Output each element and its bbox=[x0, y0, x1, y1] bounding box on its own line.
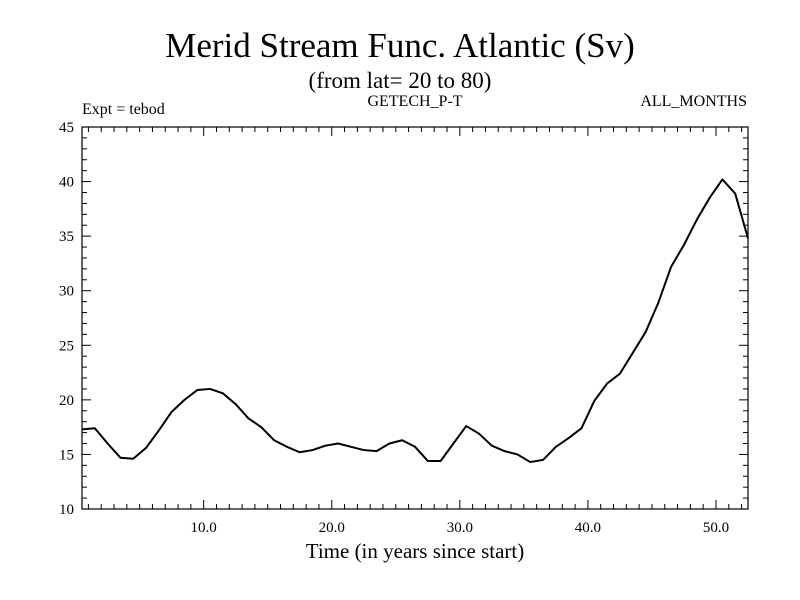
y-tick-label: 15 bbox=[59, 447, 74, 463]
y-tick-label: 45 bbox=[59, 120, 74, 136]
chart-subtitle: (from lat= 20 to 80) bbox=[308, 68, 492, 93]
period-label: ALL_MONTHS bbox=[640, 93, 747, 110]
x-tick-label: 40.0 bbox=[575, 520, 601, 536]
x-tick-label: 30.0 bbox=[447, 520, 473, 536]
plot-frame bbox=[81, 126, 749, 510]
y-axis: 10 15 20 25 30 35 40 45 bbox=[59, 120, 748, 518]
y-tick-label: 40 bbox=[59, 175, 74, 191]
y-tick-label: 30 bbox=[59, 284, 74, 300]
y-tick-label: 20 bbox=[59, 393, 74, 409]
y-tick-label: 10 bbox=[59, 502, 74, 518]
run-label: GETECH_P-T bbox=[367, 93, 463, 110]
x-tick-label: 10.0 bbox=[191, 520, 217, 536]
x-tick-label: 50.0 bbox=[703, 520, 729, 536]
x-axis: 10.0 20.0 30.0 40.0 50.0 bbox=[87, 127, 743, 536]
x-axis-title: Time (in years since start) bbox=[306, 539, 525, 563]
y-tick-label: 25 bbox=[59, 338, 74, 354]
x-tick-label: 20.0 bbox=[319, 520, 345, 536]
experiment-label: Expt = tebod bbox=[82, 101, 165, 118]
chart-title: Merid Stream Func. Atlantic (Sv) bbox=[165, 26, 635, 65]
y-tick-label: 35 bbox=[59, 229, 74, 245]
series-line bbox=[81, 178, 749, 464]
